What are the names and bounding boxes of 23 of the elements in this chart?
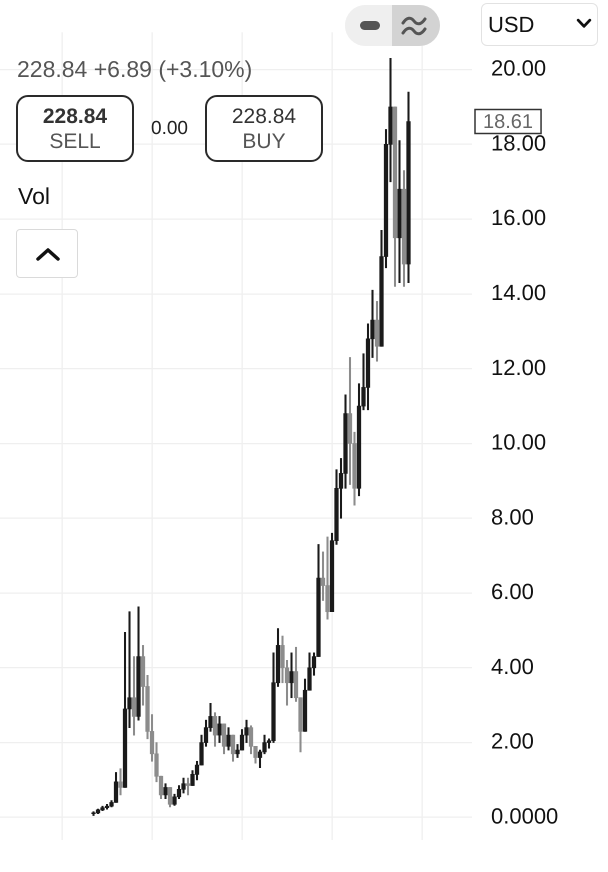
annotation: 0.00 — [151, 117, 188, 141]
annotation: BUY — [242, 128, 286, 154]
text: 228.84 +6.89 (+3.10%) — [17, 55, 252, 84]
y-tick-label: 2.00 — [491, 728, 534, 754]
y-tick-label: 0.0000 — [491, 803, 558, 828]
y-tick-label: 16.00 — [491, 205, 546, 230]
annotation: SELL — [49, 128, 101, 154]
text: Vol — [18, 182, 50, 211]
y-tick-label: 20.00 — [491, 56, 546, 81]
wavy-view-button[interactable] — [392, 5, 440, 46]
y-tick-label: 10.00 — [491, 430, 546, 455]
y-tick-label: 6.00 — [491, 579, 534, 604]
annotation: 228.84 — [42, 104, 108, 128]
chevron-button[interactable] — [16, 229, 78, 278]
y-tick-label: 12.00 — [491, 354, 546, 380]
y-tick-label: 8.00 — [491, 504, 534, 530]
buy-button[interactable]: 228.84 BUY — [205, 95, 323, 162]
y-tick-label: 4.00 — [491, 654, 534, 679]
sell-button[interactable]: 228.84 SELL — [16, 95, 134, 162]
view-toggle[interactable] — [345, 5, 440, 46]
annotation: 228.84 — [232, 104, 296, 128]
currency-dropdown[interactable]: USD — [481, 3, 598, 46]
y-tick-label: 14.00 — [491, 280, 546, 305]
